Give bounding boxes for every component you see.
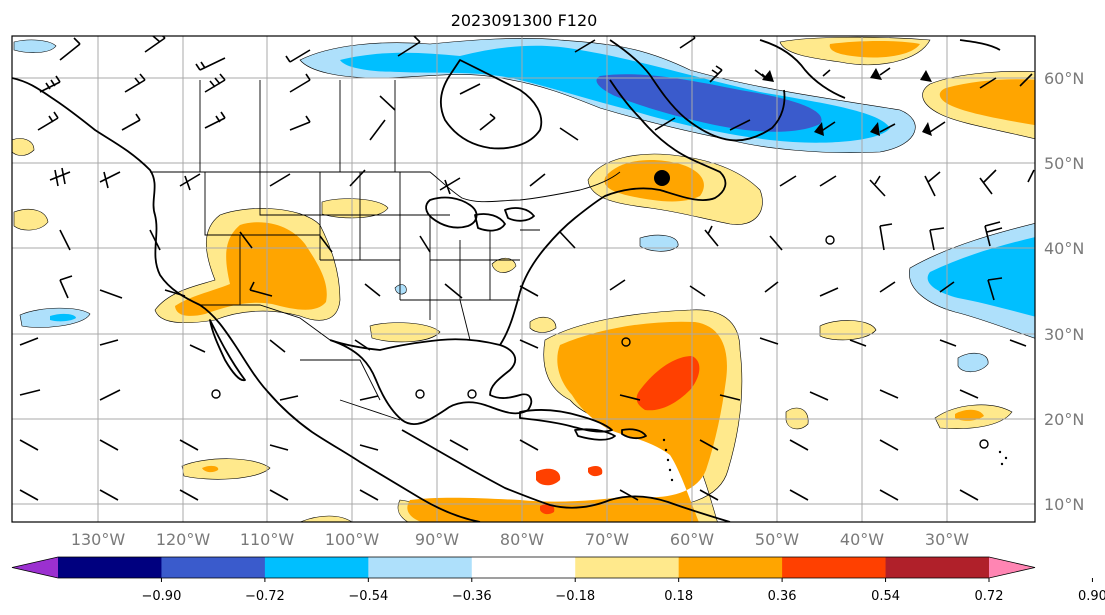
colorbar-extend-high <box>989 557 1035 578</box>
colorbar-segment <box>58 557 162 578</box>
colorbar-tick-label: 0.18 <box>664 589 693 604</box>
map-frame <box>11 35 1036 523</box>
lon-label-50w: 50°W <box>755 530 799 549</box>
colorbar-segment <box>368 557 473 578</box>
calm-circle <box>825 235 835 245</box>
tropical-positive-core <box>407 321 727 522</box>
north-neg-left <box>13 39 57 53</box>
pos-small-7 <box>785 407 809 430</box>
lon-label-40w: 40°W <box>840 530 884 549</box>
low-center-marker <box>654 170 670 186</box>
lon-label-120w: 120°W <box>156 530 211 549</box>
stlawrence-positive-core <box>604 160 704 202</box>
colorbar-segment <box>678 557 783 578</box>
pos-small-10 <box>529 316 557 333</box>
colorbar-segment <box>885 557 990 578</box>
lon-label-100w: 100°W <box>325 530 380 549</box>
pos-small-9-core <box>202 465 219 473</box>
north-pos-top-core <box>829 41 920 58</box>
caribbean-positive-peak-3 <box>540 504 555 515</box>
colorbar-segment <box>161 557 266 578</box>
wind-flag <box>814 122 824 136</box>
tropical-positive-peak <box>636 356 700 411</box>
colorbar-tick-label: −0.54 <box>348 589 388 604</box>
colorbar-tick-label: 0.72 <box>975 589 1004 604</box>
lon-label-110w: 110°W <box>240 530 295 549</box>
graticule <box>12 36 1035 522</box>
labrador-negative-core <box>596 74 822 132</box>
lat-label-40n: 40°N <box>1044 239 1084 258</box>
lon-label-80w: 80°W <box>500 530 544 549</box>
lon-label-90w: 90°W <box>415 530 459 549</box>
caribbean-positive-peak <box>536 468 561 486</box>
lon-label-70w: 70°W <box>585 530 629 549</box>
lat-label-50n: 50°N <box>1044 154 1084 173</box>
calm-circle <box>621 337 631 347</box>
lon-label-30w: 30°W <box>925 530 969 549</box>
figure-title: 2023091300 F120 <box>451 11 598 30</box>
longitude-labels: 130°W 120°W 110°W 100°W 90°W 80°W 70°W 6… <box>71 530 969 549</box>
calm-circle <box>415 389 425 399</box>
colorbar-segment <box>264 557 369 578</box>
wind-flag <box>922 122 932 136</box>
colorbar-tick-label: −0.72 <box>245 589 285 604</box>
pos-small-8-core <box>955 409 984 421</box>
lat-label-20n: 20°N <box>1044 410 1084 429</box>
colorbar-extend-low <box>12 557 58 578</box>
wind-flag <box>870 122 880 136</box>
lon-label-130w: 130°W <box>71 530 126 549</box>
pos-small-2 <box>369 322 441 343</box>
political-borders <box>150 80 621 421</box>
caribbean-positive-peak-2 <box>588 466 603 477</box>
small-neg-3 <box>957 352 989 373</box>
colorbar-segment <box>575 557 680 578</box>
wind-barbs <box>19 36 1035 501</box>
subtropical-negative-core <box>927 237 1035 317</box>
calm-circle <box>979 439 989 449</box>
small-neg-1-core <box>50 313 76 322</box>
lon-label-60w: 60°W <box>670 530 714 549</box>
latitude-labels: 60°N 50°N 40°N 30°N 20°N 10°N <box>1044 69 1084 514</box>
calm-circle <box>467 389 477 399</box>
wind-flag <box>870 68 882 80</box>
colorbar-tick-label: 0.36 <box>768 589 797 604</box>
colorbar-tick-label: 0.90 <box>1078 589 1105 604</box>
lat-label-60n: 60°N <box>1044 69 1084 88</box>
colorbar-tick-label: −0.36 <box>452 589 492 604</box>
colorbar-segment <box>471 557 576 578</box>
pos-small-3 <box>491 257 517 273</box>
colorbar-segment <box>782 557 887 578</box>
lat-label-30n: 30°N <box>1044 325 1084 344</box>
pos-small-9 <box>181 458 271 480</box>
colorbar-tick-label: −0.18 <box>555 589 595 604</box>
small-neg-2 <box>639 234 679 252</box>
colorbar-tick-label: 0.54 <box>871 589 900 604</box>
colorbar-tick-label: −0.90 <box>142 589 182 604</box>
map-content <box>12 36 1035 522</box>
pos-small-4 <box>13 209 49 231</box>
pos-small-1 <box>321 198 389 219</box>
colorbar: −0.90 −0.72 −0.54 −0.36 −0.18 0.18 0.36 0.54 0.7… <box>11 556 1105 604</box>
ne-atlantic-positive-core <box>939 79 1035 126</box>
lat-label-10n: 10°N <box>1044 495 1084 514</box>
calm-circle <box>211 389 221 399</box>
anomaly-shading <box>12 36 1035 522</box>
southwest-positive-core <box>175 222 327 316</box>
colorbar-outline <box>11 556 1036 579</box>
wind-flag <box>762 70 774 82</box>
wind-flag <box>920 70 932 82</box>
pos-small-5 <box>12 138 35 156</box>
